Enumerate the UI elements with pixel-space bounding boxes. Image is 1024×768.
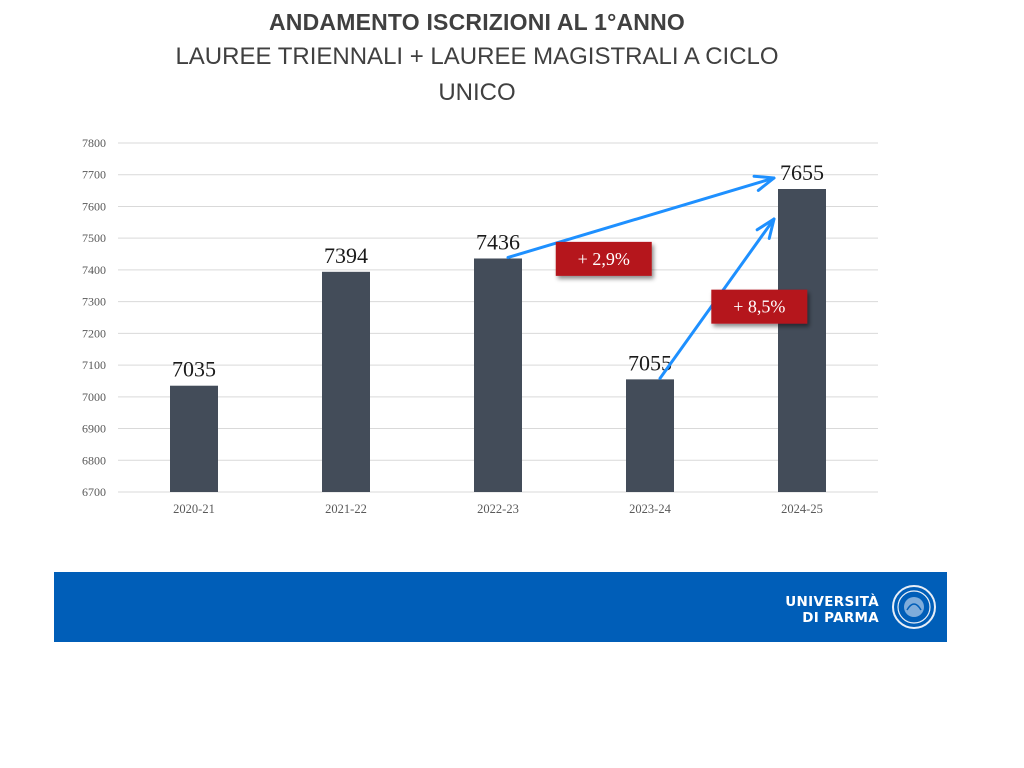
chart-subtitle: LAUREE TRIENNALI + LAUREE MAGISTRALI A C…: [175, 43, 779, 106]
growth-arrow-2022-23: [506, 176, 776, 259]
growth-annotation-2-9-label: + 2,9%: [578, 249, 630, 269]
growth-annotation-2-9-box: [555, 241, 652, 276]
x-tick-label: 2024-25: [781, 502, 823, 516]
y-tick-label: 7000: [82, 390, 106, 404]
y-tick-label: 7300: [82, 295, 106, 309]
x-tick-label: 2022-23: [477, 502, 519, 516]
bar: [626, 379, 674, 492]
y-tick-label: 7700: [82, 168, 106, 182]
data-label: 7035: [172, 357, 216, 382]
university-brand: UNIVERSITÀ DI PARMA: [785, 594, 879, 626]
data-label: 7655: [780, 160, 824, 185]
brand-line-2: DI PARMA: [802, 610, 879, 626]
bar: [778, 189, 826, 492]
bar: [322, 271, 370, 492]
growth-annotation-8-5-label: + 8,5%: [733, 297, 785, 317]
bar-chart: 6700 6800 6900 7000 7100 7200 7300 7400 7500 7600…: [82, 136, 878, 516]
chart-title: ANDAMENTO ISCRIZIONI AL 1°ANNO: [268, 9, 685, 35]
y-tick-label: 6800: [82, 453, 106, 467]
bar: [474, 258, 522, 492]
y-tick-label: 6700: [82, 485, 106, 499]
brand-line-1: UNIVERSITÀ: [785, 594, 879, 610]
x-tick-label: 2021-22: [325, 502, 367, 516]
y-tick-label: 7600: [82, 199, 106, 213]
data-label: 7394: [324, 243, 368, 268]
chart-title-block: ANDAMENTO ISCRIZIONI AL 1°ANNO LAUREE TR…: [0, 6, 954, 111]
footer-bar: UNIVERSITÀ DI PARMA: [54, 572, 947, 642]
x-tick-label: 2023-24: [629, 502, 671, 516]
y-tick-label: 7400: [82, 263, 106, 277]
university-seal-icon: [892, 585, 936, 629]
growth-annotation-8-5-box: [711, 289, 808, 324]
y-tick-label: 7200: [82, 326, 106, 340]
y-tick-label: 7100: [82, 358, 106, 372]
y-tick-label: 7800: [82, 136, 106, 150]
growth-arrow-2023-24-head: [755, 217, 776, 240]
bar: [170, 385, 218, 492]
growth-arrow-2022-23-head: [752, 174, 776, 192]
data-label: 7436: [476, 229, 520, 254]
x-tick-label: 2020-21: [173, 502, 215, 516]
y-tick-label: 7500: [82, 231, 106, 245]
y-tick-label: 6900: [82, 422, 106, 436]
